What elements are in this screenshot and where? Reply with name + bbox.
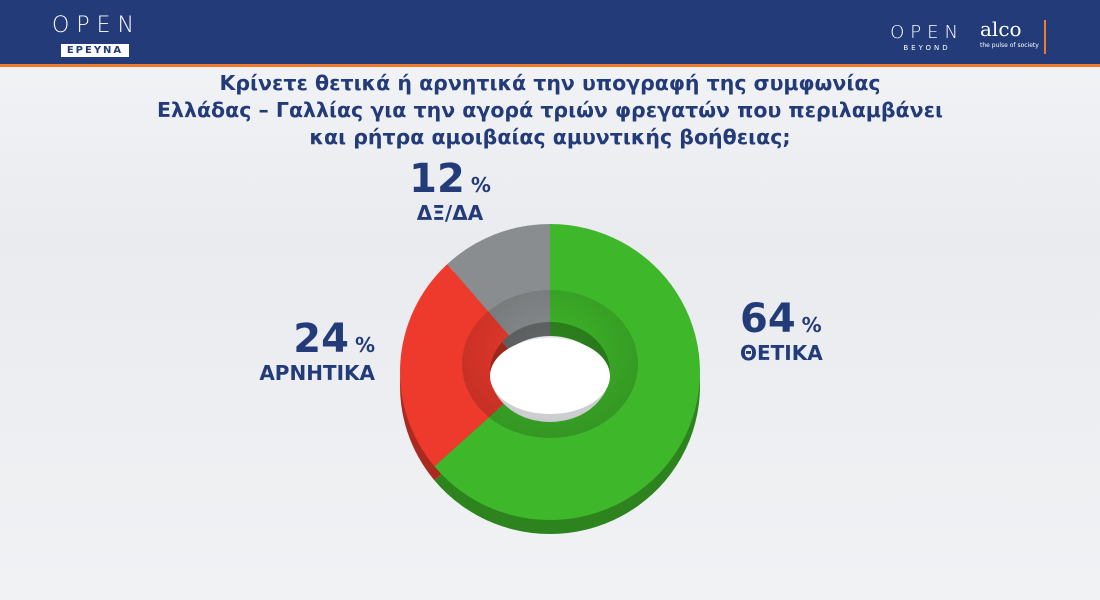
question-line-1: Κρίνετε θετικά ή αρνητικά την υπογραφή τ… <box>219 71 881 95</box>
open-beyond-word: OPEN <box>890 22 964 43</box>
donut-hole <box>490 338 610 414</box>
alco-word: alco <box>980 17 1022 41</box>
slice-1 <box>400 264 509 467</box>
open-beyond-logo: OPEN BEYOND <box>886 22 968 53</box>
open-erevna-logo: OPEN ΕΡΕΥΝΑ <box>52 14 138 57</box>
alco-logo: alco the pulse of society <box>980 17 1046 54</box>
header-bar: OPEN ΕΡΕΥΝΑ OPEN BEYOND alco the pulse o… <box>0 0 1100 67</box>
category-label-0: ΘΕΤΙΚΑ <box>740 341 823 365</box>
value-label-0: 64% <box>740 296 822 342</box>
beyond-sub: BEYOND <box>903 44 951 52</box>
alco-tagline: the pulse of society <box>980 42 1039 49</box>
question-line-3: και ρήτρα αμοιβαίας αμυντικής βοήθειας; <box>309 125 791 149</box>
question-line-2: Ελλάδας – Γαλλίας για την αγορά τριών φρ… <box>157 98 943 122</box>
alco-divider <box>1044 20 1046 54</box>
open-logo-word: OPEN <box>52 13 141 38</box>
chart-slices <box>400 224 700 534</box>
poll-question: Κρίνετε θετικά ή αρνητικά την υπογραφή τ… <box>90 70 1010 151</box>
category-label-2: ΔΞ/ΔΑ <box>417 201 484 225</box>
slice-0 <box>434 224 700 520</box>
category-label-1: ΑΡΝΗΤΙΚΑ <box>259 361 375 385</box>
value-label-1: 24% <box>293 316 375 362</box>
chart-labels: 64 %ΘΕΤΙΚΑ 24 %ΑΡΝΗΤΙΚΑ 12 %ΔΞ/ΔΑ <box>259 156 823 385</box>
value-label-2: 12% <box>409 156 491 202</box>
erevna-badge: ΕΡΕΥΝΑ <box>60 44 130 57</box>
